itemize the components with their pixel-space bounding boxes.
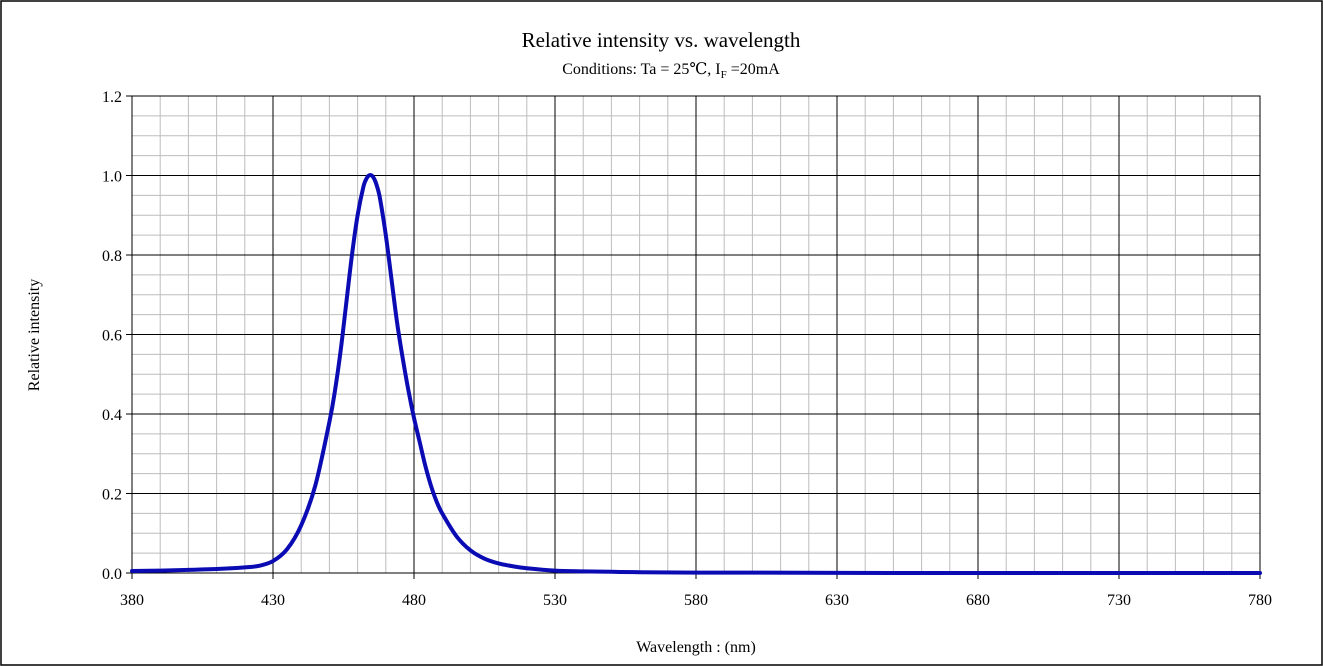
- y-axis-label: Relative intensity: [26, 279, 43, 391]
- subtitle-suffix: =20mA: [727, 61, 780, 78]
- x-tick-label: 530: [543, 592, 567, 609]
- x-tick-label: 380: [120, 592, 144, 609]
- chart-title: Relative intensity vs. wavelength: [522, 28, 801, 52]
- x-tick-label: 630: [825, 592, 849, 609]
- x-axis-label: Wavelength : (nm): [636, 639, 756, 656]
- y-axis: 0.0 0.2 0.4 0.6 0.8 1.0 1.2: [102, 89, 132, 583]
- x-tick-label: 480: [402, 592, 426, 609]
- x-tick-label: 780: [1248, 592, 1272, 609]
- x-tick-label: 430: [261, 592, 285, 609]
- y-tick-label: 0.4: [102, 407, 122, 424]
- y-tick-label: 0.2: [102, 487, 122, 504]
- x-tick-label: 680: [966, 592, 990, 609]
- y-tick-label: 1.2: [102, 89, 122, 106]
- y-tick-label: 0.0: [102, 566, 122, 583]
- chart-subtitle: Conditions: Ta = 25℃, IF =20mA: [562, 61, 780, 81]
- x-tick-label: 730: [1107, 592, 1131, 609]
- major-grid: [132, 96, 1260, 573]
- subtitle-subscript: F: [721, 69, 727, 81]
- x-axis: 380 430 480 530 580 630 680 730 780: [120, 573, 1272, 609]
- intensity-series-line: [130, 173, 1262, 576]
- x-tick-label: 580: [684, 592, 708, 609]
- subtitle-prefix: Conditions: Ta = 25℃, I: [562, 61, 720, 78]
- y-tick-label: 1.0: [102, 169, 122, 186]
- y-tick-label: 0.6: [102, 328, 122, 345]
- y-tick-label: 0.8: [102, 248, 122, 265]
